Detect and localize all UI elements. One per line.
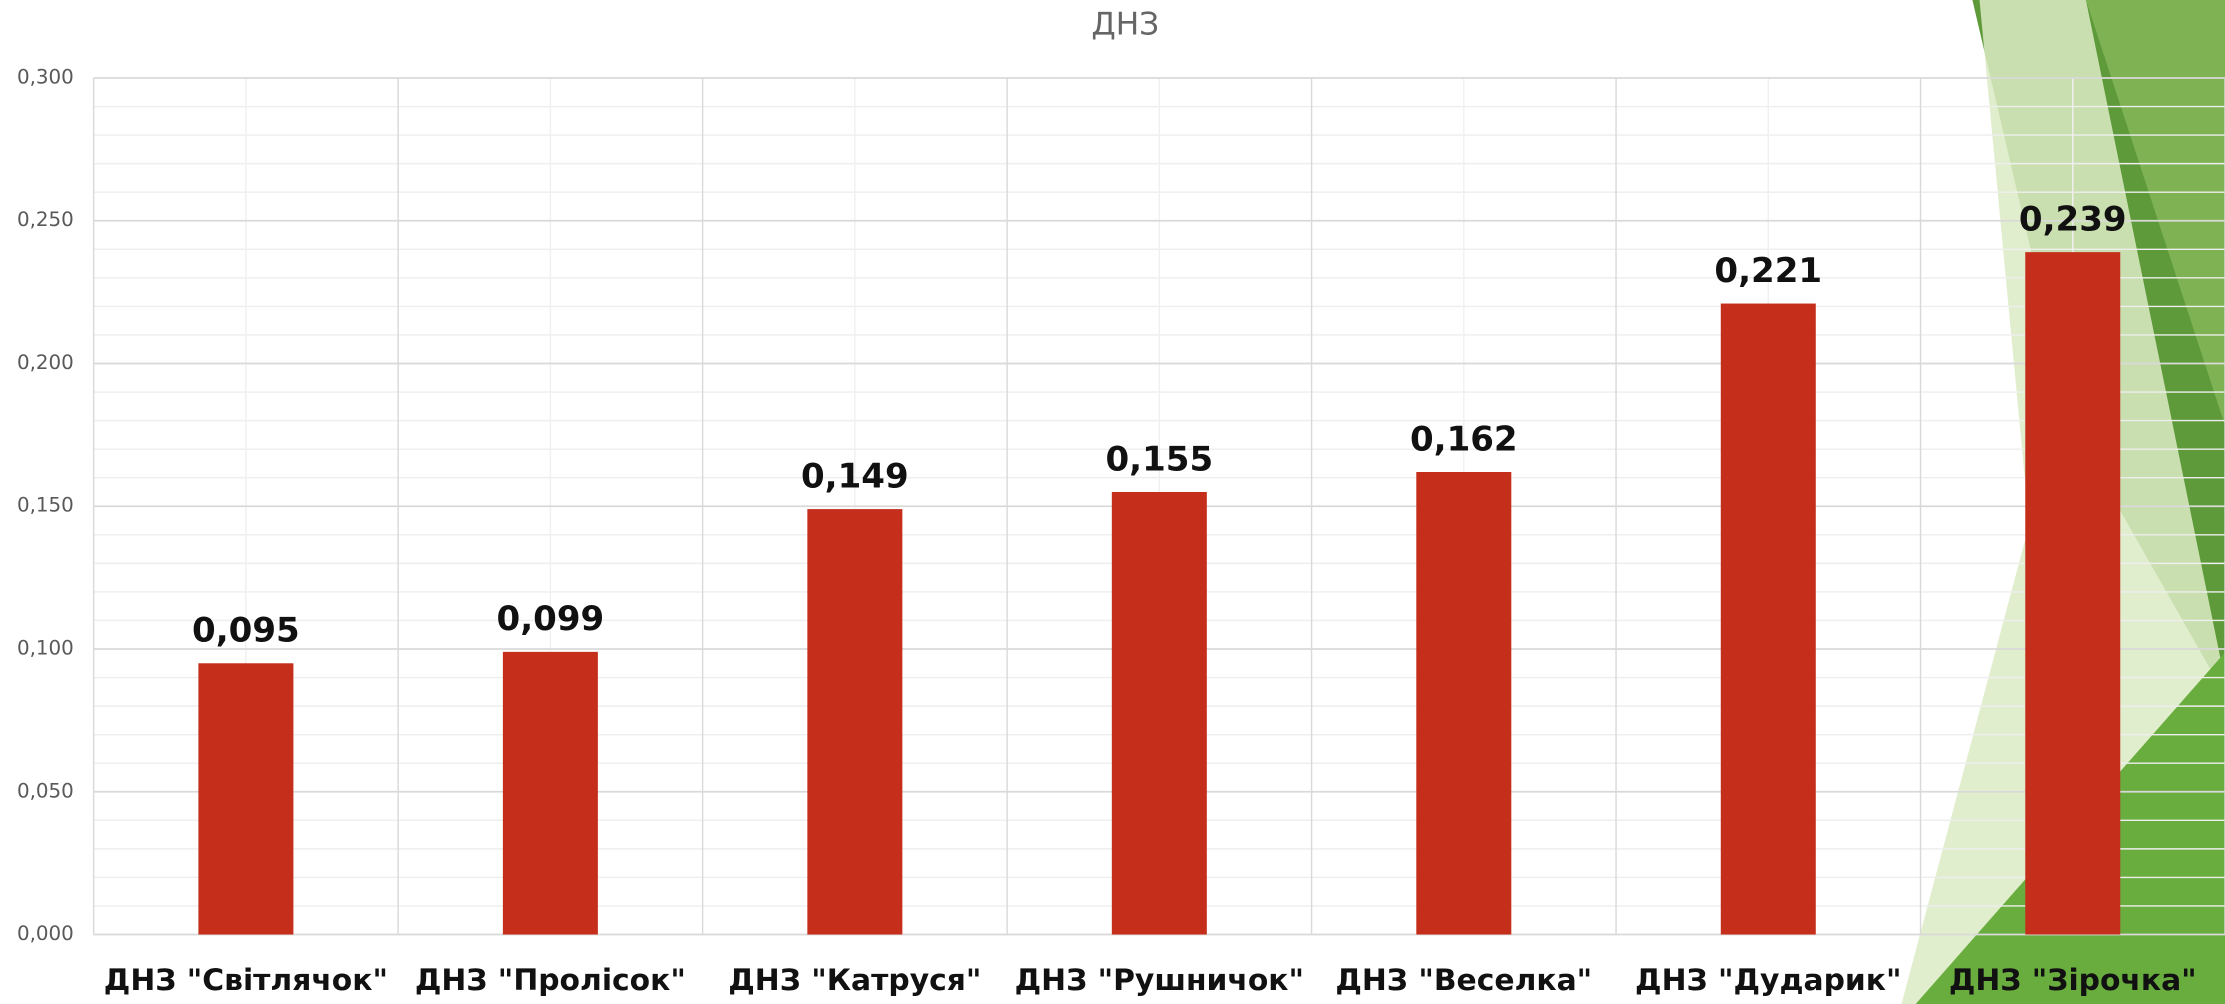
y-tick-label: 0,000 (17, 922, 74, 945)
bar (2025, 252, 2121, 935)
x-tick-label: ДНЗ "Веселка" (1335, 963, 1592, 998)
y-tick-label: 0,100 (17, 637, 74, 660)
data-label: 0,099 (497, 599, 605, 639)
bar (1111, 491, 1207, 935)
x-tick-label: ДНЗ "Пролісок" (415, 963, 686, 998)
bar (807, 509, 903, 935)
x-tick-label: ДНЗ "Рушничок" (1015, 963, 1304, 998)
x-tick-label: ДНЗ "Світлячок" (104, 963, 388, 998)
data-label: 0,095 (192, 611, 300, 651)
bar (1416, 471, 1512, 935)
data-label: 0,155 (1105, 439, 1213, 479)
data-label: 0,221 (1714, 251, 1822, 291)
x-tick-label: ДНЗ "Зірочка" (1949, 963, 2197, 998)
y-tick-label: 0,300 (17, 65, 74, 88)
x-tick-label: ДНЗ "Дударик" (1635, 963, 1901, 998)
y-tick-label: 0,150 (17, 494, 74, 517)
data-label: 0,239 (2019, 199, 2127, 239)
bar (1720, 303, 1816, 935)
x-tick-label: ДНЗ "Катруся" (728, 963, 981, 998)
chart-title: ДНЗ (1091, 7, 1159, 43)
y-tick-label: 0,200 (17, 351, 74, 374)
y-tick-label: 0,250 (17, 208, 74, 231)
y-tick-label: 0,050 (17, 779, 74, 802)
bar (502, 651, 598, 935)
data-label: 0,162 (1410, 419, 1518, 459)
data-label: 0,149 (801, 456, 909, 496)
bar (198, 663, 294, 935)
